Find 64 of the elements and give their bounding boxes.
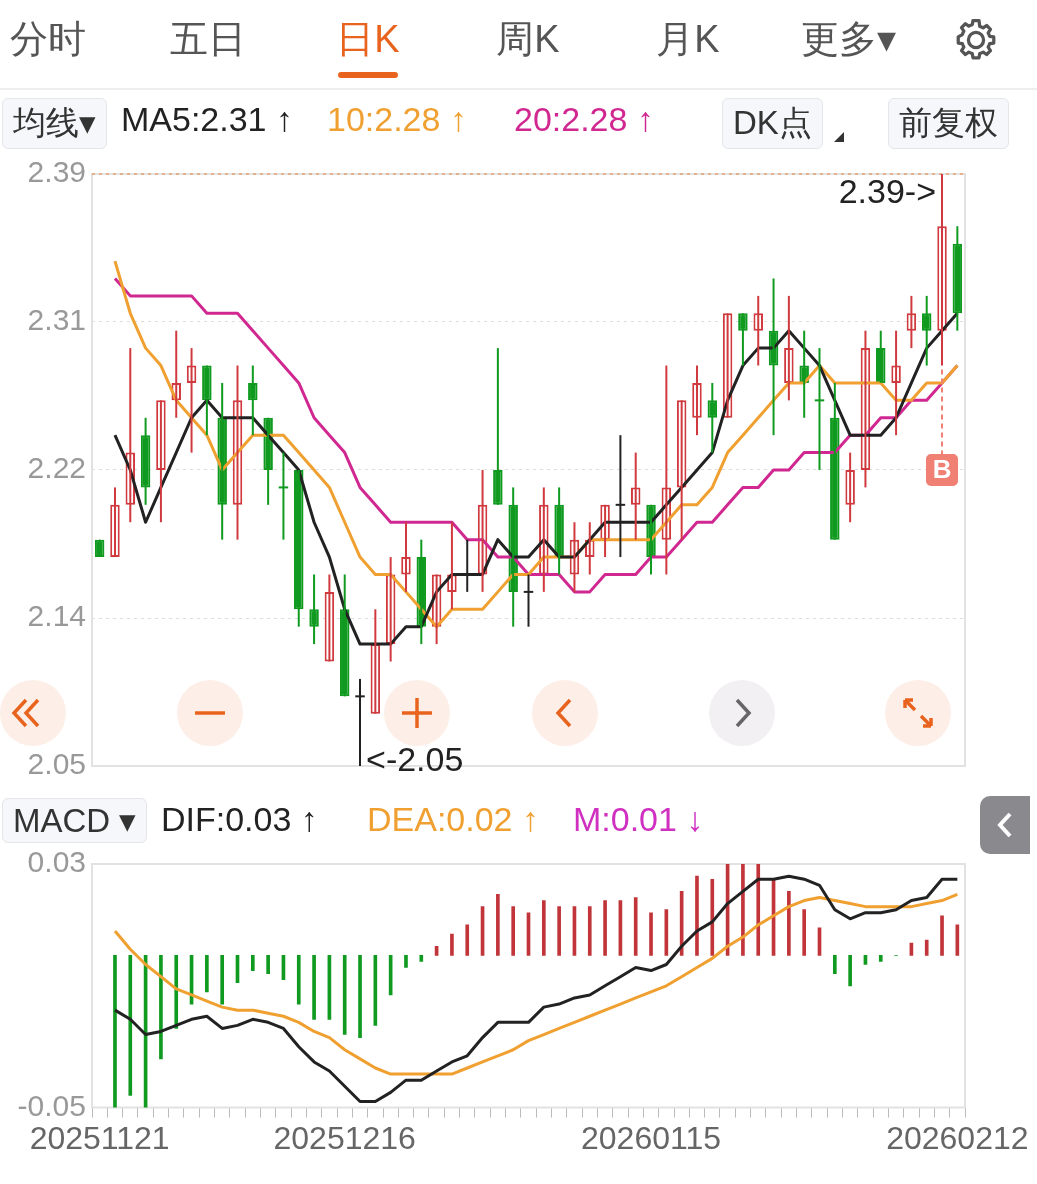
text: MACD ▾ <box>2 798 148 843</box>
bar <box>832 955 837 974</box>
y-tick-label: -0.05 <box>17 1088 86 1122</box>
y-tick-label: 2.22 <box>27 451 86 485</box>
bar <box>695 875 699 956</box>
bar <box>649 912 653 956</box>
bar <box>296 955 301 1005</box>
bar <box>587 906 592 956</box>
y-tick-label: 2.39 <box>27 155 86 189</box>
bar <box>450 933 454 956</box>
text: 分时 <box>10 17 86 62</box>
text: 前复权 <box>888 98 1009 149</box>
bar <box>741 864 745 956</box>
text: 更多▾ <box>800 17 896 62</box>
bar <box>633 897 638 956</box>
bar <box>205 955 209 993</box>
text: DK点 <box>722 98 823 149</box>
annotation: <-2.05 <box>366 740 464 779</box>
bar <box>802 909 807 956</box>
bar <box>848 955 852 987</box>
bar <box>266 955 270 974</box>
bar <box>312 955 316 1020</box>
y-tick-label: 0.03 <box>27 845 86 879</box>
bar <box>128 955 133 1096</box>
text: 月K <box>656 17 720 62</box>
bar <box>940 915 944 956</box>
bar <box>541 900 546 956</box>
series-label: M:0.01 ↓ <box>573 800 704 839</box>
annotation: B <box>932 454 952 485</box>
text: 日K <box>336 17 400 62</box>
text: 10:2.28 ↑ <box>327 100 467 139</box>
y-tick-label: 2.14 <box>27 599 86 633</box>
bar <box>756 864 761 956</box>
x-tick-label: 20260115 <box>581 1119 722 1156</box>
text: DIF:0.03 ↑ <box>161 800 318 839</box>
x-tick-label: 20251216 <box>273 1119 416 1156</box>
x-tick-label: 20260212 <box>886 1119 1029 1156</box>
text: 周K <box>496 17 560 62</box>
bar <box>511 906 516 956</box>
y-tick-label: 2.05 <box>27 747 86 781</box>
bar <box>419 955 424 962</box>
bar <box>787 891 791 956</box>
bar <box>557 906 561 956</box>
bar <box>404 955 408 968</box>
bar <box>250 955 255 971</box>
text: 20:2.28 ↑ <box>514 100 654 139</box>
annotation: 2.39-> <box>838 172 937 211</box>
bar <box>603 900 607 956</box>
text: 五日 <box>170 17 246 62</box>
text: MA5:2.31 ↑ <box>121 100 293 139</box>
text: 均线▾ <box>2 98 107 149</box>
bar <box>358 955 362 1038</box>
bar <box>496 894 500 956</box>
bar <box>342 955 347 1035</box>
bar <box>220 955 225 1005</box>
bar <box>465 924 470 956</box>
bar <box>878 955 883 962</box>
x-tick-label: 20251121 <box>29 1119 170 1156</box>
bar <box>924 939 929 956</box>
bar <box>159 955 163 1060</box>
bar <box>113 955 117 1108</box>
y-tick-label: 2.31 <box>27 303 86 337</box>
bar <box>710 878 715 956</box>
text: DEA:0.02 ↑ <box>367 800 539 839</box>
